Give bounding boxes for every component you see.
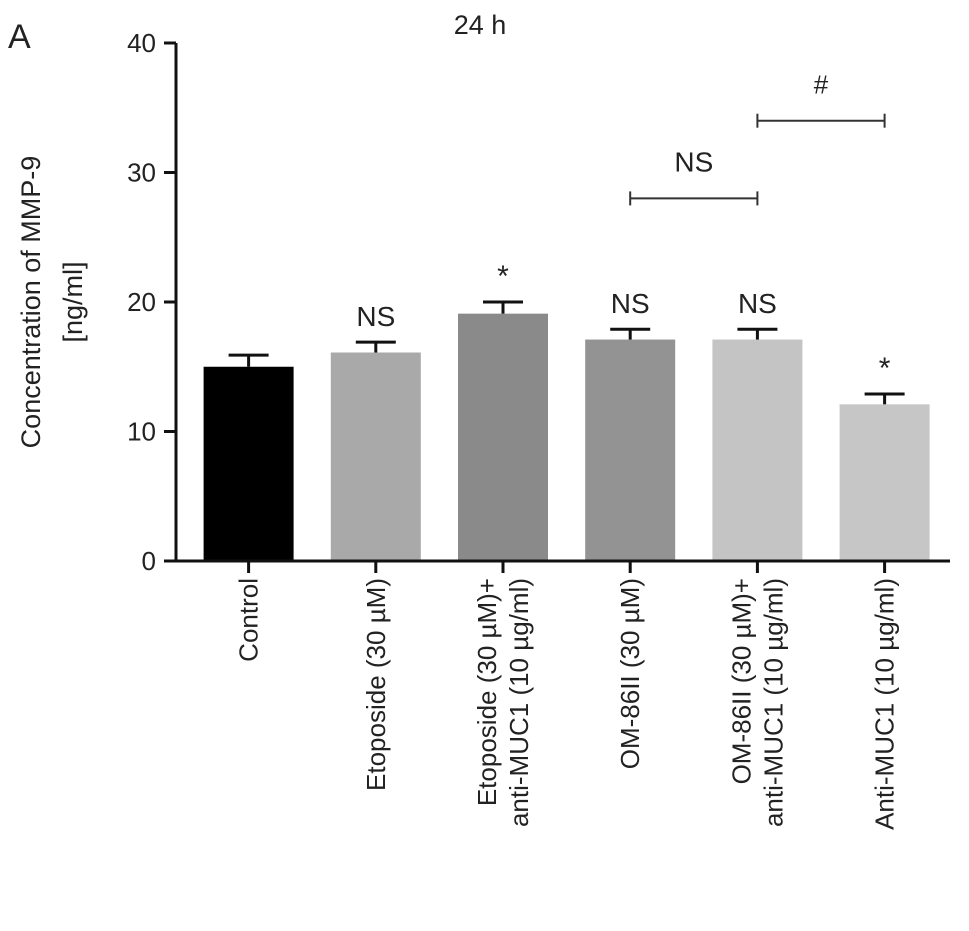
- y-tick-label-0: 0: [142, 546, 156, 576]
- x-tick-label-3: OM-86II (30 µM): [615, 578, 645, 769]
- comparison-label-1: #: [814, 70, 829, 100]
- x-tick-label-2-line-2: anti-MUC1 (10 µg/ml): [504, 578, 534, 827]
- bar-2: [458, 313, 548, 561]
- y-axis-title-line-1: Concentration of MMP-9: [16, 156, 46, 449]
- bar-annotation-5: *: [879, 352, 891, 385]
- x-tick-label-4-line-2: anti-MUC1 (10 µg/ml): [758, 578, 788, 827]
- bar-3: [585, 339, 676, 561]
- bar-0: [203, 366, 294, 561]
- y-tick-label-40: 40: [127, 28, 156, 58]
- bar-1: [330, 352, 421, 561]
- x-tick-label-5: Anti-MUC1 (10 µg/ml): [870, 578, 900, 830]
- bar-annotation-1: NS: [356, 301, 395, 332]
- chart-title: 24 h: [454, 10, 507, 40]
- x-tick-label-1: Etoposide (30 µM): [361, 578, 391, 791]
- plot-area: NS * NS NS * 0 10 20 30 40 Control Etoposide (30 µM…: [127, 28, 950, 830]
- bar-5: [839, 404, 930, 561]
- y-axis-title-line-2: [ng/ml]: [58, 261, 88, 342]
- bar-annotation-3: NS: [611, 288, 650, 319]
- y-tick-label-30: 30: [127, 158, 156, 188]
- bar-4: [712, 339, 803, 561]
- y-tick-label-20: 20: [127, 287, 156, 317]
- y-axis-title: Concentration of MMP-9 [ng/ml]: [16, 156, 88, 449]
- panel-label: A: [8, 18, 31, 56]
- y-tick-label-10: 10: [127, 417, 156, 447]
- bar-annotation-4: NS: [738, 288, 777, 319]
- bar-annotation-2: *: [497, 260, 509, 293]
- x-tick-label-2-line-1: Etoposide (30 µM)+: [472, 578, 502, 806]
- x-tick-label-4-line-1: OM-86II (30 µM)+: [726, 578, 756, 784]
- comparison-label-0: NS: [674, 146, 713, 177]
- x-tick-label-0: Control: [234, 578, 264, 662]
